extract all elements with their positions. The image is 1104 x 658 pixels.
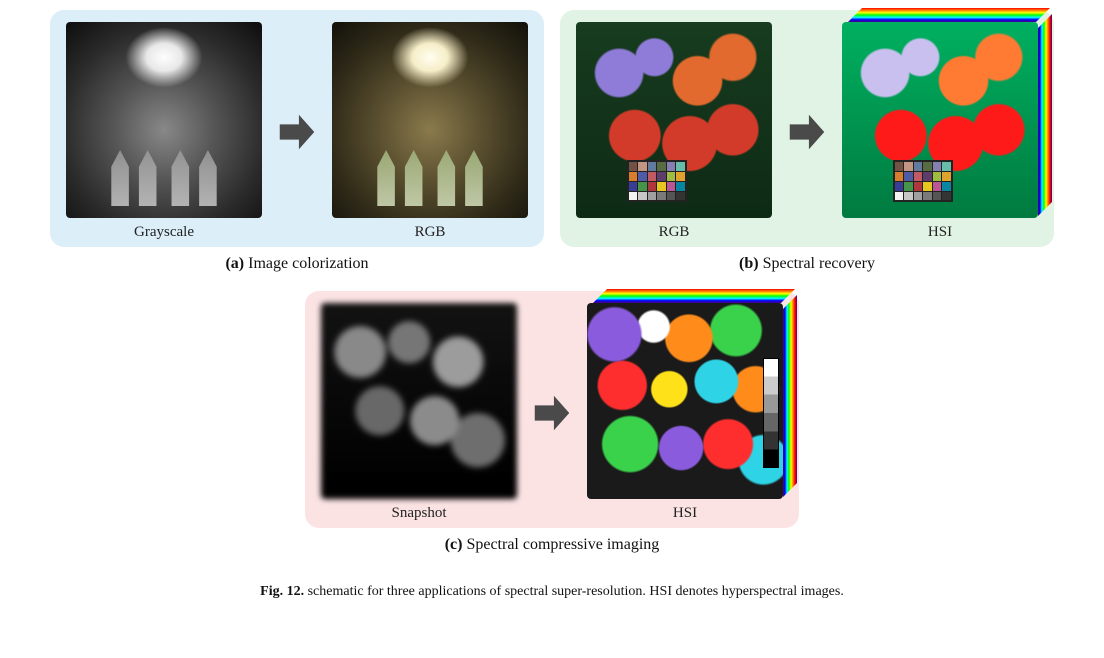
panel-c-right-col: HSI [587, 303, 783, 522]
hsi-cube [587, 303, 783, 499]
rgb-stack [576, 22, 772, 218]
panel-b-right-label: HSI [928, 224, 952, 241]
panel-a-caption: (a) Image colorization [225, 255, 368, 273]
row-2: Snapshot HSI (c) Spectral compressive im… [30, 291, 1074, 554]
panel-b-wrap: RGB HSI (b) Spectral recovery [560, 10, 1054, 273]
hsi-cube-top [593, 289, 795, 303]
figure-caption: Fig. 12. schematic for three application… [30, 584, 1074, 600]
panel-b-left-image [576, 22, 772, 218]
panel-c-caption: (c) Spectral compressive imaging [445, 536, 660, 554]
hsi-cube-top [848, 8, 1050, 22]
figure-caption-text: schematic for three applications of spec… [308, 584, 844, 599]
panel-c-left-label: Snapshot [391, 505, 446, 522]
panel-b-left-col: RGB [576, 22, 772, 241]
panel-a-title: Image colorization [248, 255, 368, 272]
figure-number: Fig. 12. [260, 584, 304, 599]
rgb-stack [332, 22, 528, 218]
colorchecker-icon [627, 160, 687, 202]
panel-c-left-col: Snapshot [321, 303, 517, 522]
panel-a-right-col: RGB [332, 22, 528, 241]
panel-a: Grayscale RGB [50, 10, 544, 247]
hsi-cube [842, 22, 1038, 218]
panel-c-left-image [321, 303, 517, 499]
hsi-cube-right [1038, 14, 1052, 216]
panel-a-left-image [66, 22, 262, 218]
panel-b-left-label: RGB [659, 224, 690, 241]
panel-a-right-label: RGB [415, 224, 446, 241]
panel-a-left-col: Grayscale [66, 22, 262, 241]
arrow-icon [274, 109, 320, 155]
panel-a-left-label: Grayscale [134, 224, 194, 241]
panel-b-right-col: HSI [842, 22, 1038, 241]
arrow-icon [529, 390, 575, 436]
panel-b-id: (b) [739, 255, 759, 272]
panel-b-title: Spectral recovery [763, 255, 875, 272]
panel-a-wrap: Grayscale RGB (a) Image colorization [50, 10, 544, 273]
panel-c-id: (c) [445, 536, 463, 553]
panel-b-right-image [842, 22, 1038, 218]
panel-b-caption: (b) Spectral recovery [739, 255, 875, 273]
panel-c-right-label: HSI [673, 505, 697, 522]
panel-c-right-image [587, 303, 783, 499]
row-1: Grayscale RGB (a) Image colorization [30, 10, 1074, 273]
panel-b: RGB HSI [560, 10, 1054, 247]
panel-c-title: Spectral compressive imaging [466, 536, 659, 553]
colorchecker-icon [893, 160, 953, 202]
arrow-icon [784, 109, 830, 155]
hsi-cube-right [783, 295, 797, 497]
panel-c: Snapshot HSI [305, 291, 799, 528]
panel-a-right-image [332, 22, 528, 218]
grayscale-strip [763, 358, 779, 468]
panel-a-id: (a) [225, 255, 244, 272]
panel-c-wrap: Snapshot HSI (c) Spectral compressive im… [305, 291, 799, 554]
